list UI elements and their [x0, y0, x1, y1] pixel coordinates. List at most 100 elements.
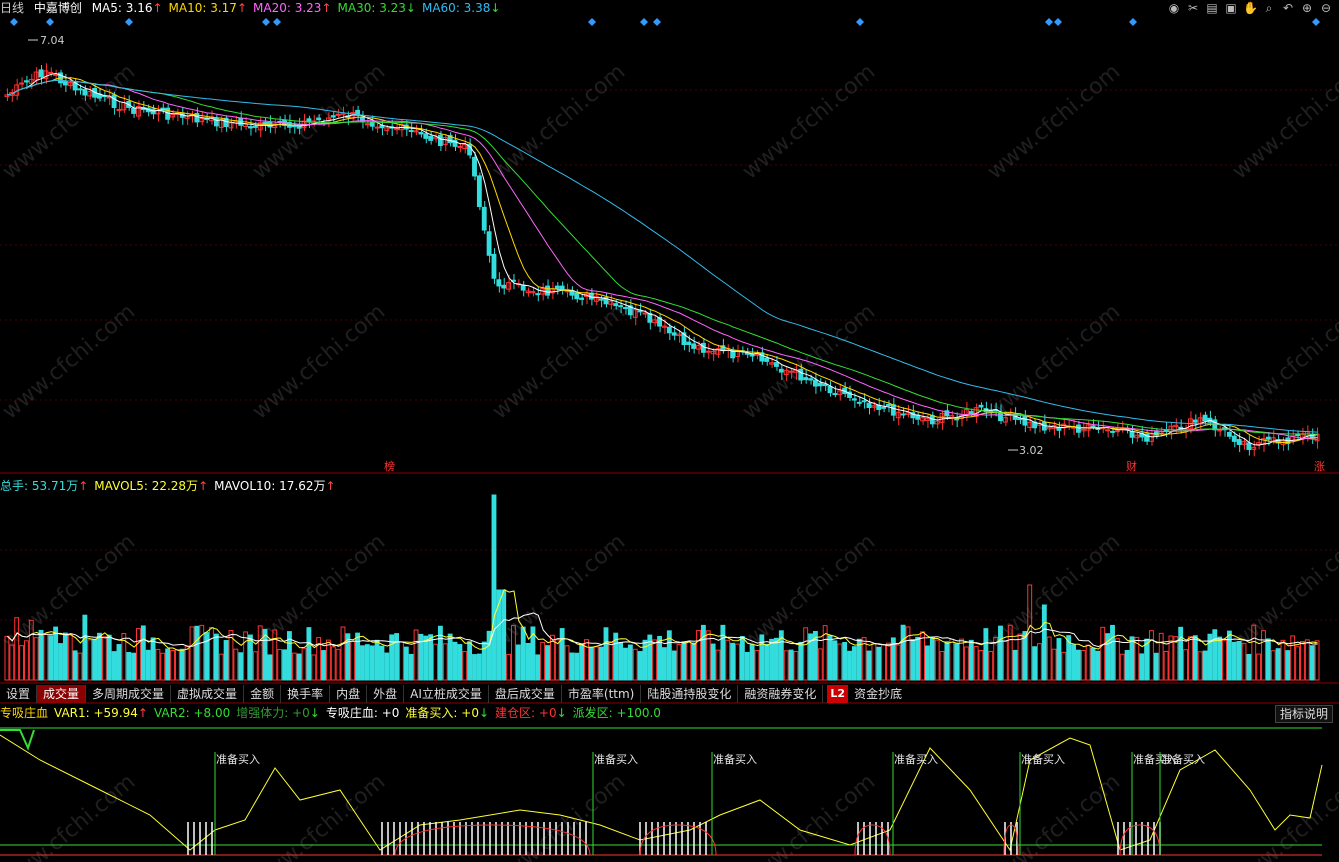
candle-body [1105, 429, 1111, 432]
volume-bar [433, 643, 438, 681]
candle-body [662, 325, 667, 328]
watermark-text: www.cfchi.com [983, 59, 1125, 184]
candle-body [837, 390, 843, 396]
candle-body [506, 282, 512, 290]
candle-body [330, 115, 336, 118]
volume-bar [33, 637, 39, 681]
candle-body [637, 310, 643, 313]
volume-bar [652, 639, 658, 681]
tab-2[interactable]: 多周期成交量 [86, 685, 172, 703]
volume-bar [798, 641, 804, 681]
candle-body [1251, 446, 1257, 450]
volume-bar [1002, 641, 1008, 681]
candle-body [686, 341, 692, 346]
tab-1[interactable]: 成交量 [37, 685, 87, 703]
tab-fund-bottom[interactable]: 资金抄底 [854, 687, 903, 701]
indicator-tabs: 设置 成交量 多周期成交量 虚拟成交量 金额 换手率 内盘 外盘 AI立桩成交量 盘后成交量 市盈率… [0, 685, 908, 703]
volume-bar [1075, 649, 1081, 681]
candle-body [851, 398, 857, 401]
volume-bar [1124, 649, 1130, 681]
volume-bar [545, 645, 550, 681]
candle-body [705, 350, 711, 353]
candle-body [744, 352, 750, 355]
volume-bar [14, 617, 20, 681]
volume-bar [886, 642, 891, 681]
tab-6[interactable]: 内盘 [330, 685, 368, 703]
tab-10[interactable]: 市盈率(ttm) [562, 685, 642, 703]
candle-body [1275, 439, 1281, 444]
volume-bar [993, 636, 999, 681]
zoom-out-icon[interactable]: ⊖ [1320, 1, 1332, 15]
l2-badge: L2 [827, 685, 849, 703]
eye-icon[interactable]: ◉ [1168, 1, 1180, 15]
volume-bar [408, 653, 414, 681]
indicator-help-button[interactable]: 指标说明 [1274, 705, 1333, 723]
volume-bar [676, 643, 682, 681]
volume-bar [1192, 635, 1198, 681]
document-icon[interactable]: ▤ [1206, 1, 1218, 15]
volume-bar [720, 624, 726, 681]
arrow-up-icon: ↑ [78, 479, 89, 493]
volume-bar [1270, 650, 1276, 681]
event-diamond-icon [640, 18, 648, 26]
tab-8[interactable]: AI立桩成交量 [404, 685, 489, 703]
candle-body [384, 127, 390, 131]
volume-bar [920, 631, 926, 681]
volume-bar [355, 632, 361, 681]
volume-bar [189, 626, 195, 681]
arrow-down-icon: ↓ [309, 706, 320, 720]
volume-bar [501, 589, 507, 681]
volume-bar [710, 643, 716, 681]
lock-icon[interactable]: ▣ [1225, 1, 1237, 15]
candle-body [1241, 440, 1247, 445]
candle-body [871, 405, 877, 408]
scissors-icon[interactable]: ✂ [1187, 1, 1199, 15]
candle-body [1022, 415, 1028, 426]
volume-bar [403, 646, 409, 681]
candle-body [827, 386, 833, 394]
search-icon[interactable]: ⌕ [1265, 1, 1273, 15]
undo-icon[interactable]: ↶ [1282, 1, 1294, 15]
volume-bar [983, 628, 989, 681]
volume-bar [963, 646, 969, 681]
volume-legend-item: MAVOL5: 22.28万 [94, 479, 199, 493]
candle-body [476, 175, 482, 208]
candle-body [38, 69, 44, 78]
tab-4[interactable]: 金额 [244, 685, 282, 703]
tab-12[interactable]: 融资融券变化 [738, 685, 824, 703]
tab-0[interactable]: 设置 [0, 685, 38, 703]
hand-icon[interactable]: ✋ [1243, 1, 1258, 15]
volume-bar [876, 646, 882, 681]
volume-bar [749, 644, 755, 681]
volume-bar [53, 626, 59, 681]
volume-bar [48, 635, 54, 681]
volume-bar [803, 627, 809, 681]
candle-body [1217, 429, 1223, 432]
tab-9[interactable]: 盘后成交量 [489, 685, 562, 703]
volume-bar [895, 644, 901, 681]
tab-3[interactable]: 虚拟成交量 [171, 685, 245, 703]
volume-bar [9, 644, 15, 681]
tab-5[interactable]: 换手率 [281, 685, 331, 703]
period-label[interactable]: 日线 [0, 1, 25, 15]
volume-bar [131, 652, 136, 681]
volume-bar [223, 640, 229, 681]
candle-body [1246, 442, 1252, 450]
candle-body [1265, 436, 1271, 440]
volume-bar [603, 627, 609, 681]
volume-bar [637, 651, 643, 681]
zoom-in-icon[interactable]: ⊕ [1301, 1, 1313, 15]
watermark-text: www.cfchi.com [488, 299, 630, 424]
volume-bar [106, 634, 112, 681]
tab-11[interactable]: 陆股通持股变化 [641, 685, 739, 703]
volume-bar [564, 645, 570, 681]
volume-bar [62, 632, 68, 681]
chart-header: 日线 中嘉博创 MA5: 3.16↑ MA10: 3.17↑ MA20: 3.23↑… [0, 0, 512, 16]
volume-bar [92, 638, 98, 681]
candle-body [67, 81, 73, 87]
event-diamond-icon [262, 18, 270, 26]
tab-7[interactable]: 外盘 [367, 685, 405, 703]
event-marker: 财 [1126, 459, 1137, 473]
indicator-legend-item: VAR2: +8.00 [153, 706, 231, 720]
